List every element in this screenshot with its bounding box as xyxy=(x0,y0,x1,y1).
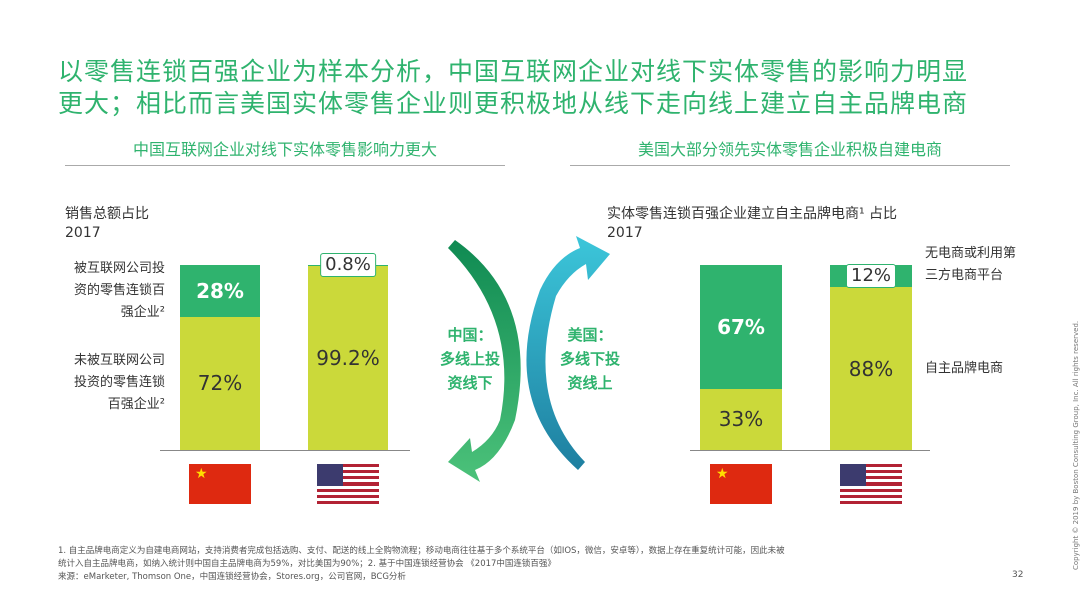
flag-stripe xyxy=(840,491,902,495)
slide-title: 以零售连锁百强企业为样本分析，中国互联网企业对线下实体零售的影响力明显 xyxy=(58,57,969,86)
slide-title: 更大；相比而言美国实体零售企业则更积极地从线下走向线上建立自主品牌电商 xyxy=(58,89,969,118)
flag-stripe xyxy=(317,473,379,477)
arrow-label: 资线上 xyxy=(567,374,613,392)
footnote: 来源：eMarketer, Thomson One，中国连锁经营协会，Store… xyxy=(58,572,406,582)
flag-stripe xyxy=(840,476,902,480)
flag-stripe xyxy=(317,470,379,474)
value-label: 33% xyxy=(718,407,764,432)
bar-segment xyxy=(180,265,260,317)
flag-stripe xyxy=(840,485,902,489)
value-label: 67% xyxy=(717,314,765,339)
flag-stripe xyxy=(317,500,379,504)
flag-stripe xyxy=(840,473,902,477)
flag-stripe xyxy=(317,488,379,492)
page-number: 32 xyxy=(1012,570,1024,580)
flag-stripe xyxy=(317,485,379,489)
section-rule xyxy=(65,165,505,166)
flag-stripe xyxy=(840,479,902,483)
footnote: 统计入自主品牌电商，如纳入统计则中国自主品牌电商为59%，对比美国为90%；2.… xyxy=(58,559,556,569)
legend-label: 无电商或利用第三方电商平台 xyxy=(925,246,1017,284)
bar-segment xyxy=(830,287,912,450)
value-label: 88% xyxy=(848,356,894,381)
flag-stripe xyxy=(840,488,902,492)
bar-segment xyxy=(700,388,782,450)
flag: ★ xyxy=(189,464,251,504)
bar-segment xyxy=(180,316,260,450)
flag-stripe xyxy=(317,494,379,498)
section-title: 中国互联网企业对线下实体零售影响力更大 xyxy=(132,140,437,159)
arrow-china xyxy=(448,240,521,482)
flag-stripe xyxy=(840,497,902,501)
value-label: 12% xyxy=(845,264,897,289)
baseline xyxy=(160,450,410,451)
footnote: 1. 自主品牌电商定义为自建电商网站，支持消费者完成包括选购、支付、配送的线上全… xyxy=(58,546,785,556)
value-label: 28% xyxy=(196,278,244,303)
chart-subtitle: 实体零售连锁百强企业建立自主品牌电商¹ 占比 xyxy=(607,206,898,222)
legend-label: 未被互联网公司投资的零售连锁百强企业² xyxy=(73,353,165,413)
arrow-us xyxy=(526,236,610,470)
value-label: 0.8% xyxy=(320,253,376,277)
flag-stripe xyxy=(840,494,902,498)
flag-stripe xyxy=(840,470,902,474)
flag-stripe xyxy=(840,482,902,486)
chart-subtitle: 销售总额占比 xyxy=(65,206,149,222)
chart-year: 2017 xyxy=(65,225,101,241)
baseline xyxy=(690,450,930,451)
flag-canton xyxy=(840,464,866,486)
flag-stripe xyxy=(317,479,379,483)
value-label: 72% xyxy=(197,371,243,396)
chart-year: 2017 xyxy=(607,225,643,241)
flag-canton xyxy=(317,464,343,486)
flag-stripe xyxy=(317,491,379,495)
flag-stripe xyxy=(840,500,902,504)
flag-stripe xyxy=(317,464,379,468)
flag-stripe xyxy=(317,467,379,471)
bar-segment xyxy=(308,266,388,450)
flag-stripe xyxy=(840,464,902,468)
arrow-label: 多线上投 xyxy=(439,350,500,368)
value-label: 99.2% xyxy=(316,346,380,371)
flag: ★ xyxy=(710,464,772,504)
flag-stripe xyxy=(317,476,379,480)
bar-segment xyxy=(700,265,782,389)
arrow-label: 资线下 xyxy=(447,374,493,392)
flag xyxy=(840,464,902,504)
section-title: 美国大部分领先实体零售企业积极自建电商 xyxy=(637,140,942,159)
arrow-label: 中国： xyxy=(447,326,493,344)
arrow-label: 美国： xyxy=(567,326,613,344)
legend-label: 自主品牌电商 xyxy=(925,360,1004,376)
flag-star: ★ xyxy=(195,466,208,482)
copyright: Copyright © 2019 by Boston Consulting Gr… xyxy=(1072,320,1080,570)
section-rule xyxy=(570,165,1010,166)
legend-label: 被互联网公司投资的零售连锁百强企业² xyxy=(73,260,165,320)
flag xyxy=(317,464,379,504)
flag-stripe xyxy=(317,497,379,501)
arrow-label: 多线下投 xyxy=(559,350,620,368)
flag-stripe xyxy=(840,467,902,471)
flag-star: ★ xyxy=(716,466,729,482)
flag-stripe xyxy=(317,482,379,486)
